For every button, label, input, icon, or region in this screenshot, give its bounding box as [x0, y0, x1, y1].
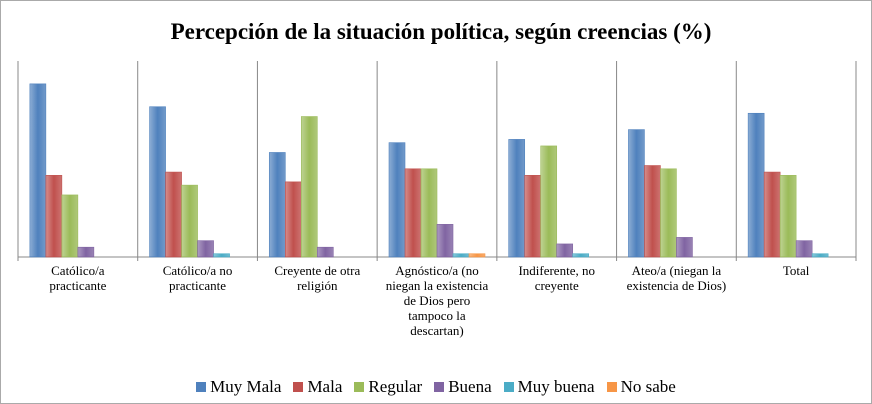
bar [524, 175, 542, 258]
legend-swatch [434, 382, 445, 392]
legend-label: Regular [368, 377, 423, 396]
x-tick-label: Agnóstico/a (no niegan la existencia de … [385, 263, 489, 338]
bar [540, 145, 558, 258]
bar [763, 171, 781, 258]
chart-title: Percepción de la situación política, seg… [171, 19, 712, 44]
bar [29, 83, 47, 258]
legend-label: Muy Mala [210, 377, 282, 396]
legend-label: Muy buena [517, 377, 595, 396]
x-tick-label: Ateo/a (niegan la existencia de Dios) [626, 263, 727, 293]
bar [660, 168, 677, 258]
bar [404, 168, 422, 258]
bar [213, 253, 230, 258]
x-tick-label: Creyente de otra religión [274, 263, 361, 293]
legend: Muy Mala Mala Regular Buena Muy buena No sabe [1, 377, 871, 397]
legend-item: Mala [293, 377, 342, 397]
bar [149, 106, 166, 258]
bar [572, 253, 590, 258]
legend-swatch [503, 382, 514, 392]
legend-item: Regular [354, 377, 422, 397]
legend-label: No sabe [620, 377, 676, 396]
bar [181, 184, 198, 258]
bar [644, 165, 661, 258]
bar [811, 253, 829, 258]
bar [452, 253, 470, 258]
bar [316, 246, 334, 258]
bar [61, 194, 79, 258]
legend-item: Muy Mala [196, 377, 281, 397]
legend-swatch [293, 382, 304, 392]
bar [45, 175, 63, 258]
legend-item: Muy buena [503, 377, 595, 397]
legend-label: Buena [448, 377, 492, 396]
bar [795, 240, 813, 258]
bar [436, 224, 454, 258]
bar [628, 129, 645, 258]
bar [747, 112, 765, 258]
x-tick-label: Total [782, 263, 810, 278]
legend-swatch [354, 382, 365, 392]
legend-item: Buena [434, 377, 492, 397]
x-tick-label: Católico/a practicante [49, 263, 107, 293]
bar [468, 253, 486, 258]
legend-item: No sabe [606, 377, 676, 397]
legend-label: Mala [307, 377, 343, 396]
bar [268, 152, 286, 258]
legend-swatch [606, 382, 617, 392]
bar [388, 142, 406, 258]
legend-swatch [196, 382, 207, 392]
bar [779, 175, 797, 258]
bar [676, 237, 693, 258]
bar [420, 168, 438, 258]
bar [284, 181, 302, 258]
bar [508, 139, 526, 258]
bar [77, 246, 95, 258]
bar [300, 116, 318, 258]
x-tick-label: Indiferente, no creyente [518, 263, 595, 293]
bar [556, 243, 574, 258]
bar [197, 240, 214, 258]
x-tick-label: Católico/a no practicante [162, 263, 233, 293]
bar [165, 171, 182, 258]
